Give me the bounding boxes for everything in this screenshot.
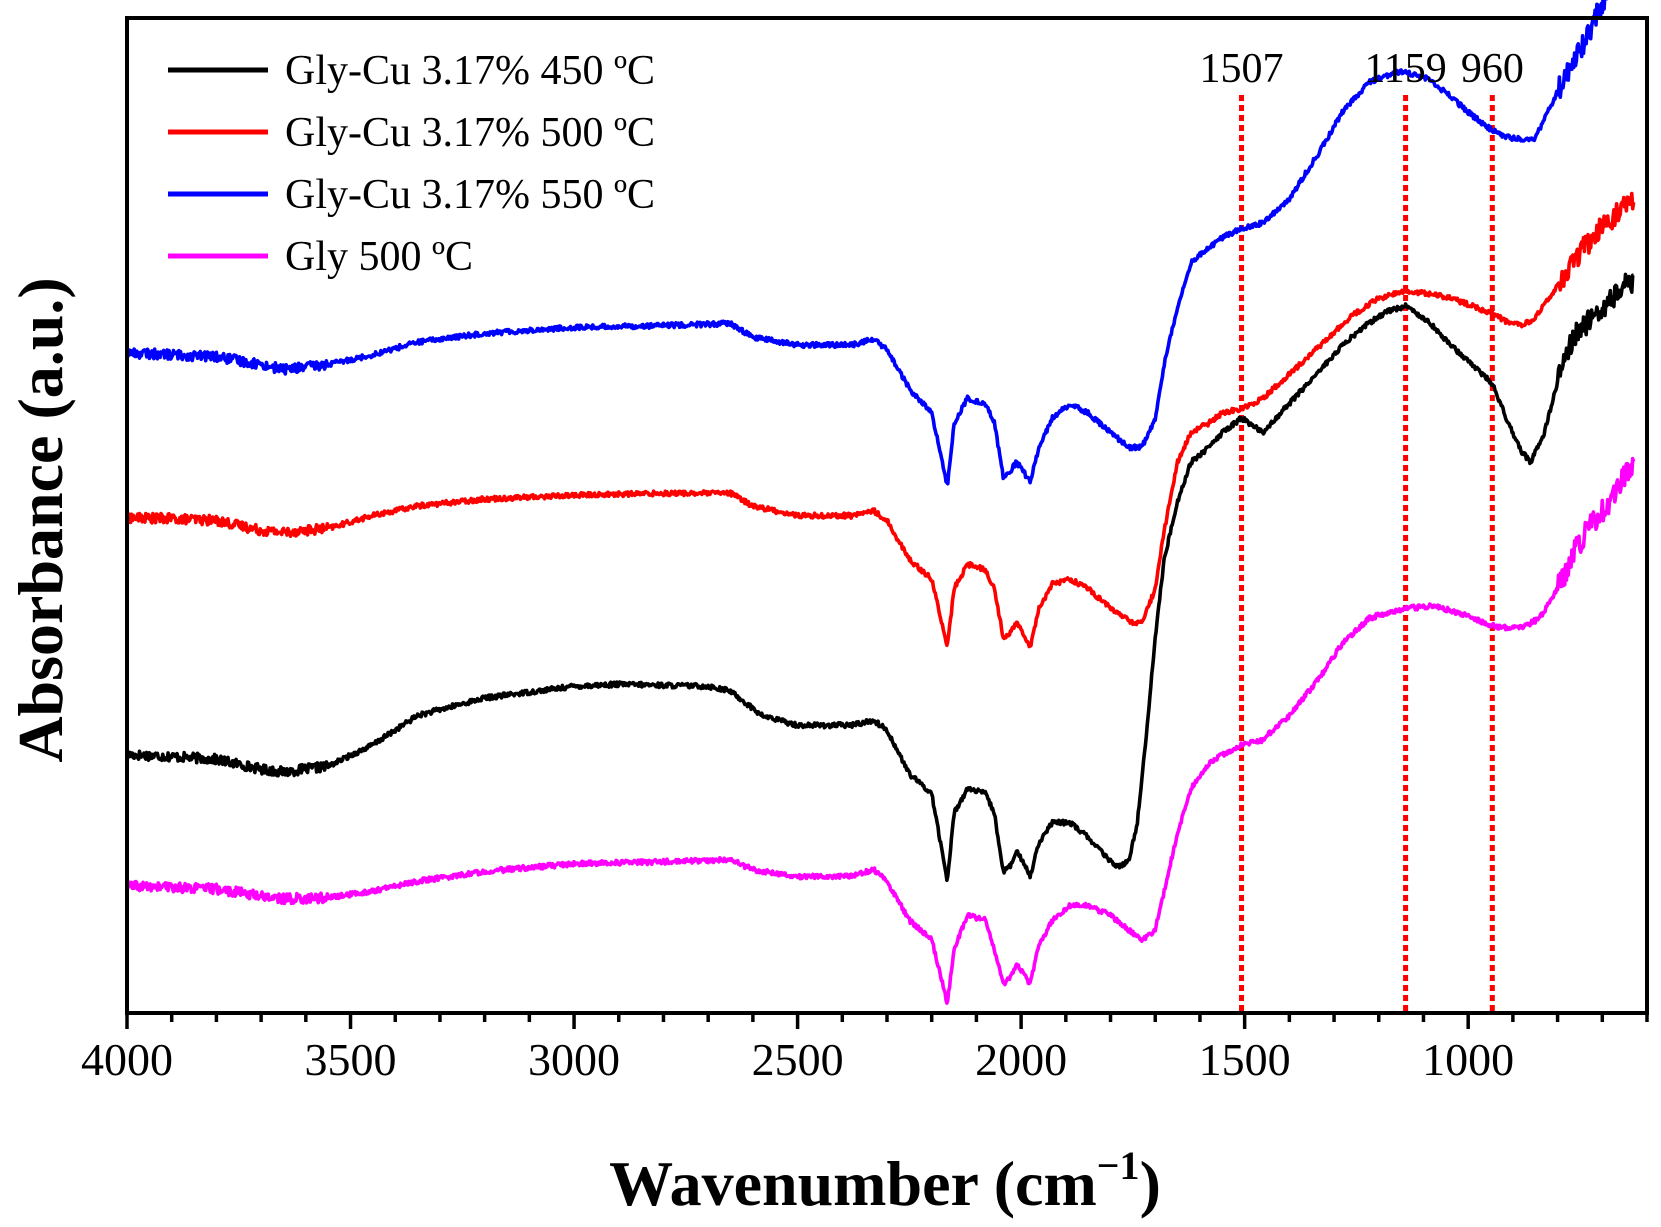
reference-lines [1239,95,1495,1013]
legend-label-gly-cu-3-17-500-c: Gly-Cu 3.17% 500 ºC [285,110,655,156]
x-tick-label-2000: 2000 [975,1034,1067,1085]
series-line-gly-cu-3-17-500-c [125,191,1636,649]
legend-label-gly-cu-3-17-450-c: Gly-Cu 3.17% 450 ºC [285,48,655,94]
x-tick-label-3000: 3000 [528,1034,620,1085]
series-lines [125,0,1636,1005]
peak-label-960: 960 [1461,46,1524,92]
plot-frame [125,16,1649,1015]
legend-label-gly-500-c: Gly 500 ºC [285,234,473,280]
x-tick-label-1000: 1000 [1422,1034,1514,1085]
x-tick-label-1500: 1500 [1199,1034,1291,1085]
series-line-gly-cu-3-17-450-c [125,272,1635,882]
legend: Gly-Cu 3.17% 450 ºC Gly-Cu 3.17% 500 ºC Gl… [168,48,655,280]
x-axis-title: Wavenumber (cm−1) [609,1143,1161,1219]
x-tick-label-3500: 3500 [305,1034,397,1085]
x-tick-label-4000: 4000 [81,1034,173,1085]
peak-label-1507: 1507 [1200,46,1284,92]
series-line-gly-cu-3-17-550-c [125,0,1608,486]
x-axis-ticks: 4000 3500 3000 2500 2000 1500 1000 [81,1013,1649,1085]
x-tick-label-2500: 2500 [752,1034,844,1085]
y-axis-title: Absorbance (a.u.) [5,277,76,762]
peak-labels: 1507 1159 960 [1200,46,1524,92]
legend-label-gly-cu-3-17-550-c: Gly-Cu 3.17% 550 ºC [285,172,655,218]
peak-label-1159: 1159 [1364,46,1446,92]
series-line-gly-500-c [126,456,1636,1005]
